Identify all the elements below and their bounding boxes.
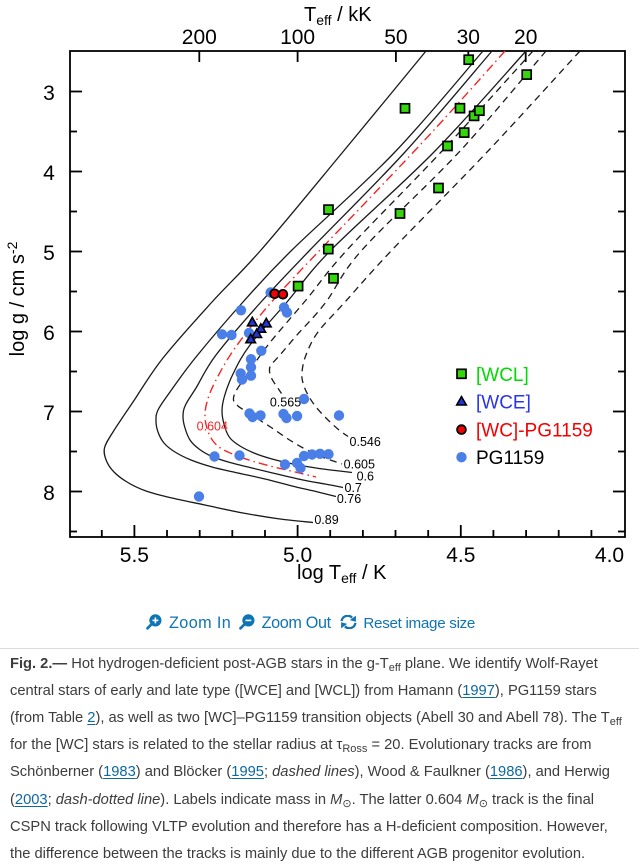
svg-text:4.0: 4.0 <box>595 544 624 567</box>
svg-text:log Teff / K: log Teff / K <box>297 562 387 586</box>
svg-text:0.7: 0.7 <box>345 481 362 495</box>
svg-text:5: 5 <box>43 242 55 265</box>
svg-text:Teff / kK: Teff / kK <box>304 4 372 28</box>
svg-text:100: 100 <box>280 26 315 49</box>
svg-text:[WCE]: [WCE] <box>476 393 531 414</box>
svg-text:8: 8 <box>43 482 55 505</box>
svg-text:0.76: 0.76 <box>337 492 361 506</box>
svg-text:[WCL]: [WCL] <box>476 365 529 386</box>
svg-text:0.604: 0.604 <box>197 420 228 434</box>
svg-text:5.0: 5.0 <box>283 544 312 567</box>
svg-text:200: 200 <box>182 26 217 49</box>
svg-text:0.89: 0.89 <box>314 513 338 527</box>
svg-text:[WC]-PG1159: [WC]-PG1159 <box>476 420 593 441</box>
svg-text:0.546: 0.546 <box>350 435 381 449</box>
svg-text:20: 20 <box>514 26 537 49</box>
svg-text:5.5: 5.5 <box>120 544 149 567</box>
svg-text:7: 7 <box>43 402 55 425</box>
svg-text:6: 6 <box>43 322 55 345</box>
svg-text:30: 30 <box>457 26 480 49</box>
svg-text:0.565: 0.565 <box>270 396 301 410</box>
svg-text:0.605: 0.605 <box>344 458 375 472</box>
svg-text:PG1159: PG1159 <box>476 448 544 469</box>
svg-text:4.5: 4.5 <box>446 544 475 567</box>
svg-text:3: 3 <box>43 82 55 105</box>
svg-text:0.6: 0.6 <box>357 469 374 483</box>
svg-text:4: 4 <box>43 162 55 185</box>
svg-text:50: 50 <box>384 26 407 49</box>
svg-text:log g / cm s-2: log g / cm s-2 <box>4 241 29 356</box>
